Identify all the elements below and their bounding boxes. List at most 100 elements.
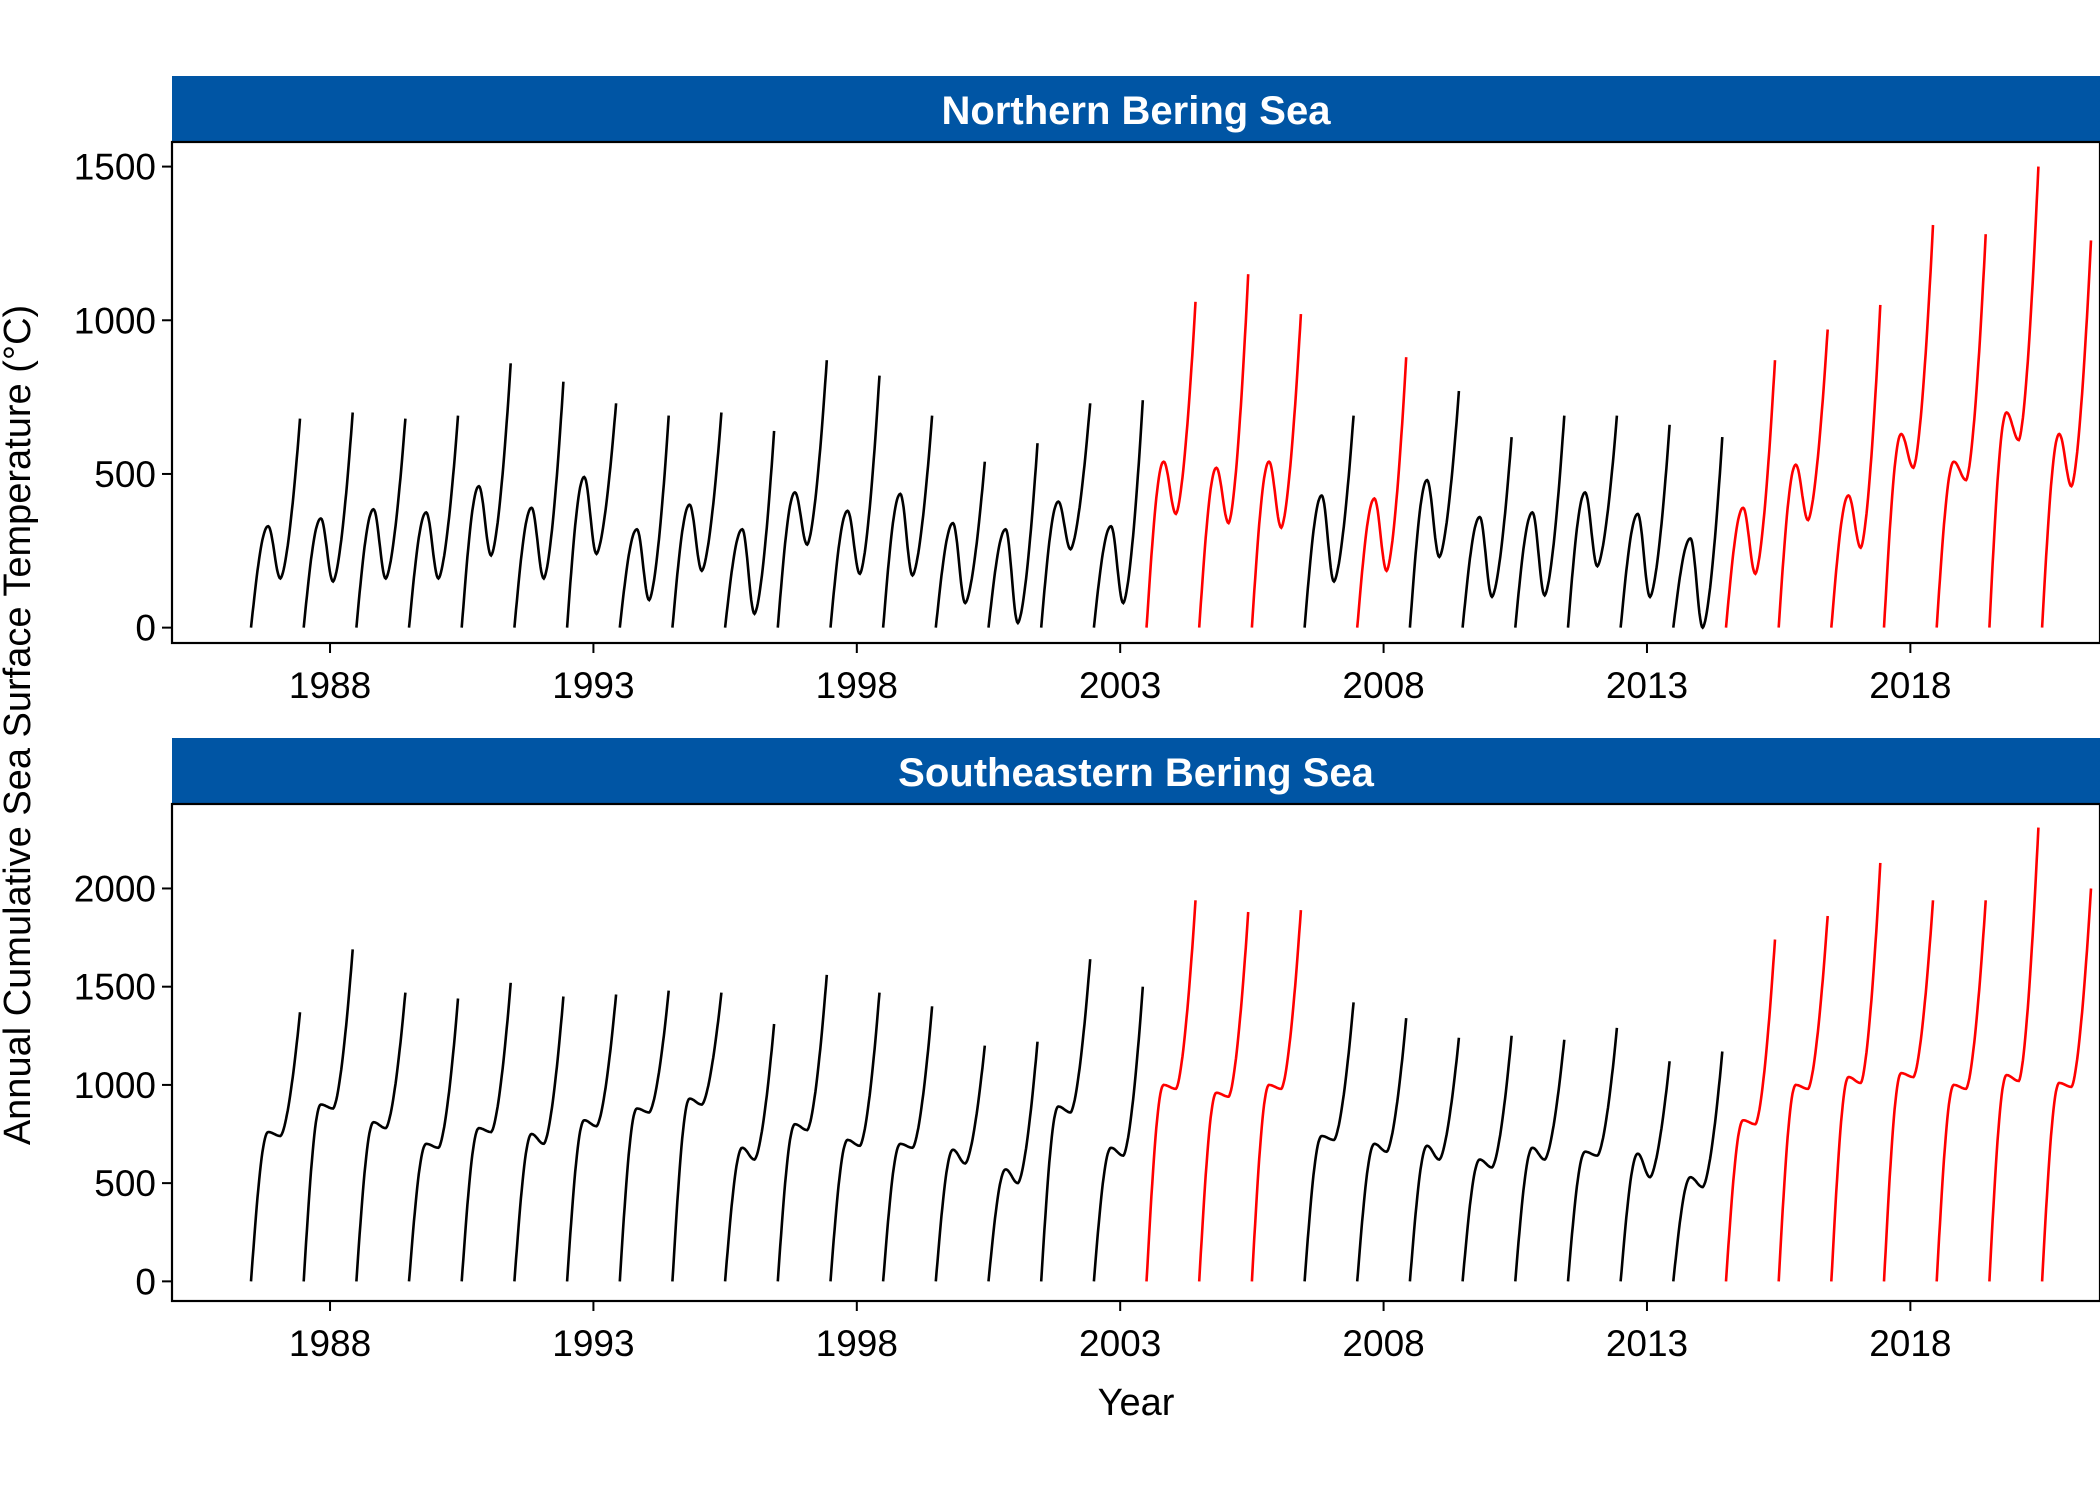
series-line-2009 (1461, 1035, 1513, 1282)
panel-northern: Northern Bering Sea 0 500 1000 1500 1988 199… (74, 76, 2100, 706)
y-tick-label: 0 (135, 1261, 156, 1302)
series-line-2002 (1092, 400, 1145, 628)
x-tick-label: 2003 (1079, 665, 1161, 706)
series-line-2005 (1250, 910, 1303, 1282)
y-tick-label: 500 (94, 454, 156, 495)
series-line-1988 (355, 992, 407, 1282)
series-line-2013 (1672, 1051, 1724, 1282)
y-tick-label: 0 (135, 608, 156, 649)
panel-title-northern: Northern Bering Sea (942, 89, 1332, 133)
x-axis-title: Year (1098, 1382, 1175, 1424)
series-line-1993 (618, 990, 670, 1282)
x-tick-label: 2008 (1342, 1323, 1424, 1364)
x-tick-label: 2003 (1079, 1323, 1161, 1364)
x-tick-label: 1993 (552, 1323, 634, 1364)
x-tick-label: 1998 (816, 1323, 898, 1364)
x-axis-northern: 1988 1993 1998 2003 2008 2013 2018 (289, 643, 1952, 706)
panel-frame-southeastern (170, 802, 2100, 1303)
series-line-1990 (460, 982, 512, 1282)
series-line-1998 (881, 1006, 934, 1282)
series-line-2019 (1988, 827, 2040, 1282)
series-line-2001 (1039, 403, 1092, 628)
series-line-1986 (249, 1012, 302, 1282)
plot-lines-southeastern (249, 827, 2093, 1282)
series-line-2008 (1408, 390, 1461, 628)
y-tick-label: 1500 (74, 147, 156, 188)
series-line-2016 (1830, 862, 1882, 1282)
series-line-1996 (776, 360, 829, 628)
series-line-2015 (1777, 915, 1829, 1282)
series-line-1997 (829, 992, 881, 1282)
series-line-1996 (776, 974, 829, 1282)
series-line-2011 (1566, 1027, 1619, 1282)
series-line-2010 (1514, 1039, 1566, 1282)
y-axis-title: Annual Cumulative Sea Surface Temperatur… (0, 305, 39, 1145)
series-line-2012 (1619, 1061, 1671, 1282)
series-line-2008 (1408, 1037, 1461, 1282)
series-line-2007 (1355, 357, 1408, 628)
x-tick-label: 2013 (1606, 1323, 1688, 1364)
series-line-1988 (355, 418, 407, 628)
y-tick-label: 1000 (74, 300, 156, 341)
x-tick-label: 1988 (289, 665, 371, 706)
series-line-2017 (1882, 900, 1935, 1282)
series-line-2013 (1672, 437, 1724, 630)
panel-strip-southeastern (172, 738, 2100, 804)
series-line-2010 (1514, 415, 1566, 628)
panel-southeastern: Southeastern Bering Sea 0 500 1000 1500 2000… (74, 738, 2100, 1364)
series-line-1991 (513, 381, 565, 628)
series-line-2001 (1039, 959, 1092, 1282)
series-line-1993 (618, 415, 670, 628)
series-line-1994 (671, 412, 723, 628)
plot-lines-northern (249, 166, 2093, 630)
series-line-2014 (1724, 360, 1777, 628)
y-tick-label: 1500 (74, 967, 156, 1008)
series-line-1992 (565, 994, 618, 1282)
series-line-1998 (881, 415, 934, 628)
series-line-2003 (1145, 301, 1197, 628)
x-axis-southeastern: 1988 1993 1998 2003 2008 2013 2018 (289, 1301, 1952, 1364)
series-line-1997 (829, 375, 881, 628)
series-line-2015 (1777, 329, 1829, 628)
y-tick-label: 500 (94, 1163, 156, 1204)
series-line-2006 (1303, 415, 1355, 628)
panel-title-southeastern: Southeastern Bering Sea (898, 751, 1374, 795)
series-line-2012 (1619, 424, 1671, 628)
panel-frame-northern (170, 140, 2100, 645)
y-tick-label: 2000 (74, 868, 156, 909)
series-line-2020 (2040, 888, 2093, 1282)
series-line-2006 (1303, 1002, 1355, 1282)
x-tick-label: 2013 (1606, 665, 1688, 706)
series-line-1991 (513, 996, 565, 1282)
series-line-2003 (1145, 900, 1197, 1282)
series-line-1989 (407, 415, 460, 628)
x-tick-label: 1998 (816, 665, 898, 706)
series-line-1999 (934, 461, 987, 628)
series-line-1995 (723, 1023, 776, 1282)
series-line-2002 (1092, 986, 1145, 1282)
x-tick-label: 1993 (552, 665, 634, 706)
series-line-1999 (934, 1045, 987, 1282)
series-line-1987 (302, 412, 354, 628)
y-tick-label: 1000 (74, 1065, 156, 1106)
series-line-2014 (1724, 939, 1777, 1282)
series-line-2016 (1830, 304, 1882, 628)
series-line-2004 (1197, 274, 1250, 628)
series-line-2007 (1355, 1017, 1408, 1282)
series-line-2018 (1935, 234, 1987, 628)
series-line-1986 (249, 418, 302, 628)
x-tick-label: 1988 (289, 1323, 371, 1364)
y-axis-southeastern: 0 500 1000 1500 2000 (74, 868, 172, 1302)
series-line-1989 (407, 998, 460, 1282)
series-line-2000 (987, 443, 1039, 628)
series-line-1995 (723, 430, 776, 628)
series-line-2019 (1988, 166, 2040, 628)
series-line-1994 (671, 992, 723, 1282)
series-line-2018 (1935, 900, 1987, 1282)
series-line-2017 (1882, 224, 1935, 628)
series-line-2011 (1566, 415, 1619, 628)
series-line-2009 (1461, 437, 1513, 628)
panel-strip-northern (172, 76, 2100, 142)
x-tick-label: 2018 (1869, 1323, 1951, 1364)
